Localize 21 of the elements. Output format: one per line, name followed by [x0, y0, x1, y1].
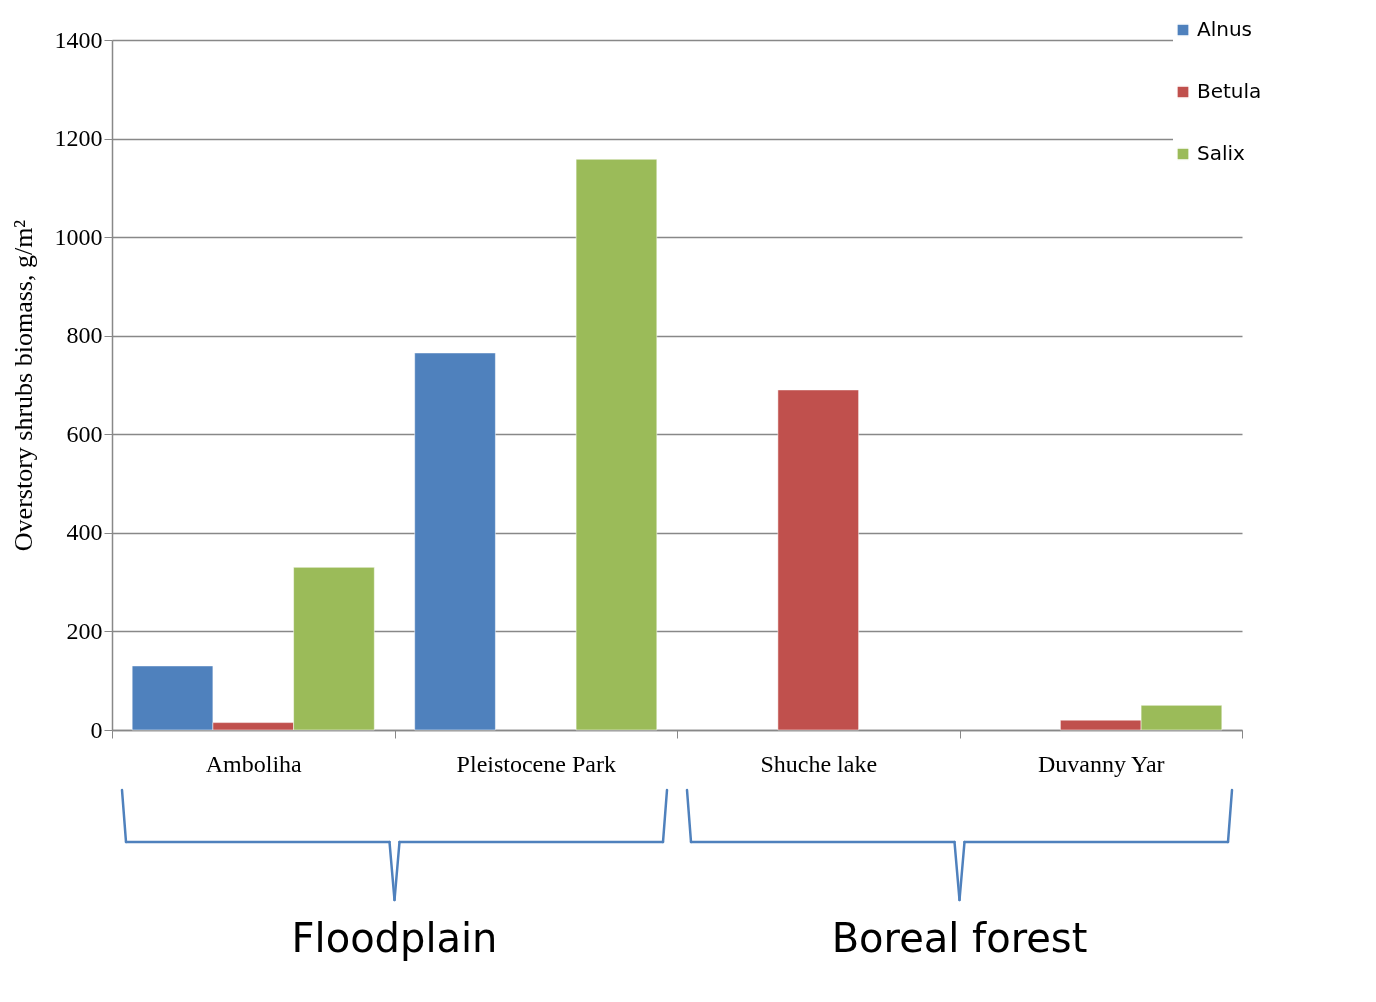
y-tick-label: 400 [66, 519, 103, 546]
y-tick-label: 600 [66, 420, 103, 447]
y-tick-label: 1400 [54, 26, 103, 53]
y-tick-label: 1200 [54, 125, 103, 152]
y-tick-label: 1000 [54, 223, 103, 250]
x-tick-label: Shuche lake [760, 750, 878, 777]
y-tick-label: 800 [66, 322, 103, 349]
legend-label: Betula [1197, 79, 1262, 103]
text: Floodplain [291, 915, 498, 961]
y-axis-title: Overstory shrubs biomass, g/m² [8, 219, 38, 552]
y-tick-label: 200 [66, 617, 103, 644]
x-tick-label: Amboliha [205, 750, 303, 777]
x-tick-label: Pleistocene Park [456, 750, 616, 777]
y-tick-label: 0 [90, 716, 103, 743]
bar [777, 389, 859, 731]
legend-label: Salix [1197, 141, 1246, 165]
x-tick-label: Duvanny Yar [1037, 750, 1165, 777]
bar [575, 159, 658, 731]
text: Boreal forest [831, 915, 1088, 961]
legend-label: Alnus [1197, 17, 1253, 41]
bar [414, 352, 496, 731]
